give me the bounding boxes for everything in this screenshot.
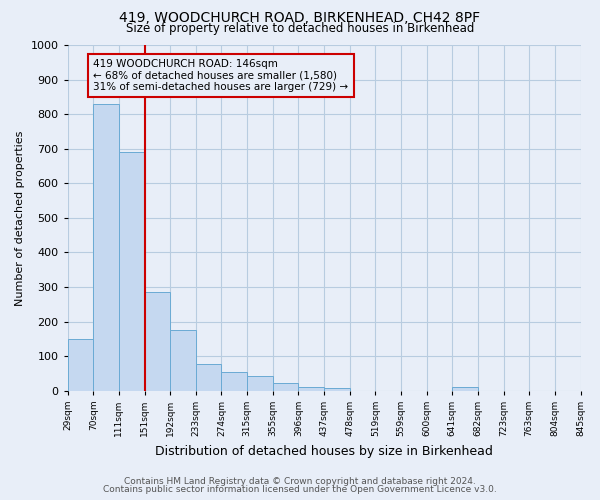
Bar [247, 376, 273, 391]
Text: 419 WOODCHURCH ROAD: 146sqm
← 68% of detached houses are smaller (1,580)
31% of : 419 WOODCHURCH ROAD: 146sqm ← 68% of det… [93, 59, 349, 92]
Text: Contains HM Land Registry data © Crown copyright and database right 2024.: Contains HM Land Registry data © Crown c… [124, 477, 476, 486]
Y-axis label: Number of detached properties: Number of detached properties [15, 130, 25, 306]
Bar [452, 388, 478, 391]
Bar [221, 372, 247, 391]
Bar [324, 388, 350, 391]
Bar [93, 104, 119, 391]
Bar [68, 339, 93, 391]
Text: 419, WOODCHURCH ROAD, BIRKENHEAD, CH42 8PF: 419, WOODCHURCH ROAD, BIRKENHEAD, CH42 8… [119, 11, 481, 25]
Text: Size of property relative to detached houses in Birkenhead: Size of property relative to detached ho… [126, 22, 474, 35]
Bar [145, 292, 170, 391]
Text: Contains public sector information licensed under the Open Government Licence v3: Contains public sector information licen… [103, 485, 497, 494]
Bar [273, 383, 298, 391]
Bar [196, 364, 221, 391]
Bar [119, 152, 145, 391]
X-axis label: Distribution of detached houses by size in Birkenhead: Distribution of detached houses by size … [155, 444, 493, 458]
Bar [298, 386, 324, 391]
Bar [170, 330, 196, 391]
